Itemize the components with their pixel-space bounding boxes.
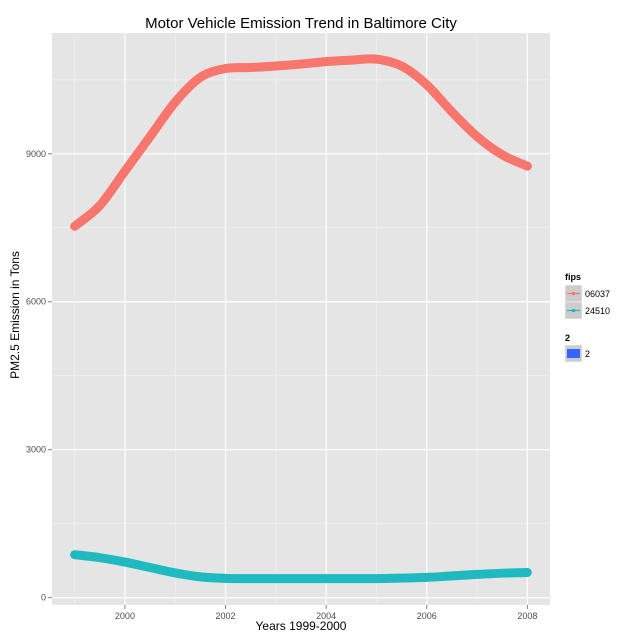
chart-title: Motor Vehicle Emission Trend in Baltimor…: [145, 15, 457, 32]
x-axis-title: Years 1999-2000: [256, 619, 347, 633]
y-axis: 0 3000 6000 9000: [26, 149, 52, 603]
legend-title-fips: fips: [565, 272, 581, 282]
y-tick-label: 3000: [26, 445, 46, 455]
x-tick-label: 2002: [216, 611, 236, 621]
y-tick-label: 9000: [26, 149, 46, 159]
legend: fips 06037 24510 2 2: [564, 272, 610, 363]
legend-key-point-06037: [571, 291, 576, 296]
y-tick-label: 6000: [26, 297, 46, 307]
legend-label-06037: 06037: [585, 289, 610, 299]
series-line-24510: [70, 550, 532, 584]
x-tick-label: 2004: [316, 611, 336, 621]
legend-label-24510: 24510: [585, 306, 610, 316]
x-tick-label: 2006: [417, 611, 437, 621]
x-tick-label: 2000: [115, 611, 135, 621]
legend-key-point-24510: [571, 308, 576, 313]
series-lines: [70, 54, 532, 584]
y-axis-title: PM2.5 Emission in Tons: [8, 251, 22, 379]
y-tick-label: 0: [41, 593, 46, 603]
x-tick-label: 2008: [517, 611, 537, 621]
legend-title-2: 2: [565, 333, 570, 343]
legend-fill-swatch: [567, 349, 580, 358]
series-line-06037: [70, 54, 532, 231]
legend-label-fill-2: 2: [585, 349, 590, 359]
minor-gridlines: [52, 33, 550, 605]
plot-panel: [52, 33, 550, 605]
x-axis: 2000 2002 2004 2006 2008: [115, 605, 537, 621]
